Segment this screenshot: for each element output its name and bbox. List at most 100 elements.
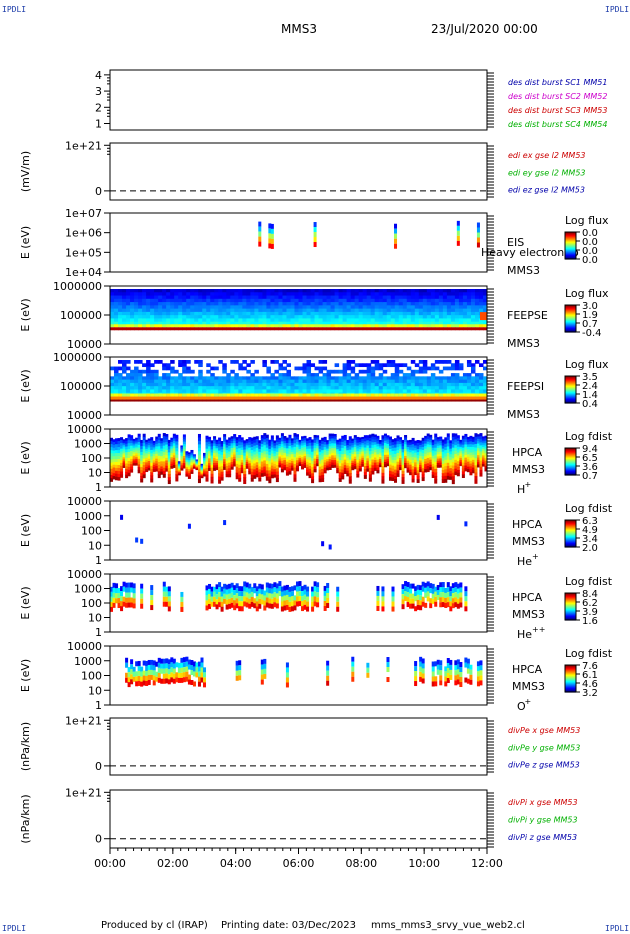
spectrogram-cell bbox=[120, 465, 124, 470]
spectrogram-cell bbox=[358, 369, 364, 374]
spectrogram-cell bbox=[442, 302, 448, 306]
spectrogram-cell bbox=[438, 379, 444, 384]
spectrogram-cell bbox=[110, 459, 114, 464]
spectrogram-cell bbox=[282, 386, 287, 390]
spectrogram-cell bbox=[126, 321, 131, 326]
spectrogram-cell bbox=[302, 295, 308, 300]
spectrogram-cell bbox=[248, 442, 252, 446]
spectrogram-cell bbox=[306, 467, 310, 471]
spectrogram-cell bbox=[478, 321, 484, 326]
spectrogram-cell bbox=[222, 379, 227, 384]
spectrogram-cell bbox=[378, 376, 384, 381]
spectrogram-cell bbox=[166, 292, 171, 297]
spectrogram-cell bbox=[197, 437, 201, 442]
spectrogram-cell bbox=[316, 441, 320, 445]
spectrogram-cell bbox=[342, 366, 348, 371]
spectrogram-cell bbox=[334, 379, 340, 384]
spectrogram-cell bbox=[132, 463, 136, 466]
spectrogram-cell bbox=[378, 445, 382, 449]
spectrogram-cell bbox=[419, 464, 423, 468]
spectrogram-cell bbox=[174, 327, 179, 331]
colorbar-cell bbox=[565, 384, 576, 386]
ion-charge-label: + bbox=[525, 480, 532, 489]
spectrogram-cell bbox=[118, 360, 123, 364]
spectrogram-cell bbox=[394, 469, 398, 474]
spectrogram-cell bbox=[187, 476, 191, 479]
spectrogram-cell bbox=[262, 292, 267, 297]
spectrogram-cell bbox=[414, 440, 418, 444]
spectrogram-cell bbox=[202, 474, 207, 477]
spectrogram-cell bbox=[396, 450, 400, 454]
spectrogram-cell bbox=[250, 315, 255, 319]
spectrogram-cell bbox=[458, 295, 464, 300]
spectrogram-cell bbox=[374, 321, 380, 326]
spectrogram-cell bbox=[240, 470, 244, 474]
spectrogram-cell bbox=[390, 289, 396, 293]
spectrogram-cell bbox=[398, 382, 404, 387]
spectrogram-cell bbox=[165, 468, 169, 472]
spectrogram-cell bbox=[390, 311, 396, 316]
spectrogram-cell bbox=[328, 466, 332, 470]
spectrogram-cell bbox=[303, 456, 307, 459]
spectrogram-cell bbox=[298, 382, 304, 387]
spectrogram-cell bbox=[342, 292, 348, 297]
spectrogram-cell bbox=[218, 479, 222, 484]
spectrogram-cell bbox=[202, 466, 207, 469]
spectrogram-cell bbox=[182, 292, 187, 297]
spectrogram-cell bbox=[152, 460, 156, 464]
spectrogram-cell bbox=[394, 479, 398, 483]
spectrogram-cell bbox=[117, 588, 121, 594]
spectrogram-cell bbox=[225, 444, 229, 449]
spectrogram-cell bbox=[298, 386, 304, 390]
spectrogram-cell bbox=[454, 324, 460, 328]
spectrogram-cell bbox=[461, 462, 465, 467]
spectrogram-cell bbox=[114, 311, 119, 316]
spectrogram-cell bbox=[373, 460, 377, 464]
spectrogram-cell bbox=[298, 596, 302, 602]
y-axis-label: E (eV) bbox=[19, 369, 32, 402]
spectrogram-cell bbox=[270, 462, 274, 467]
spectrogram-cell bbox=[294, 295, 299, 300]
spectrogram-cell bbox=[381, 459, 385, 464]
spectrogram-cell bbox=[478, 393, 484, 397]
spectrogram-cell bbox=[250, 308, 255, 313]
spectrogram-cell bbox=[177, 468, 181, 470]
spectrogram-cell bbox=[110, 478, 114, 482]
spectrogram-cell bbox=[356, 456, 360, 461]
spectrogram-cell bbox=[254, 311, 259, 316]
spectrogram-cell bbox=[370, 373, 376, 377]
spectrogram-cell bbox=[362, 315, 368, 319]
spectrogram-cell bbox=[409, 449, 413, 453]
spectrogram-cell bbox=[451, 458, 455, 463]
spectrogram-cell bbox=[469, 460, 473, 465]
spectrogram-cell bbox=[318, 399, 324, 402]
spectrogram-cell bbox=[430, 399, 436, 402]
spectrogram-cell bbox=[394, 366, 400, 371]
spectrogram-cell bbox=[152, 451, 156, 455]
spectrogram-cell bbox=[125, 460, 129, 465]
spectrogram-cell bbox=[274, 376, 279, 381]
spectrogram-cell bbox=[274, 292, 279, 297]
spectrogram-cell bbox=[346, 465, 350, 469]
spectrogram-cell bbox=[238, 454, 242, 459]
spectrogram-cell bbox=[220, 457, 224, 462]
spectrogram-cell bbox=[190, 463, 194, 466]
spectrogram-cell bbox=[311, 457, 315, 462]
spectrogram-cell bbox=[446, 452, 450, 457]
spectrogram-cell bbox=[382, 389, 388, 394]
spectrogram-cell bbox=[242, 295, 247, 300]
spectrogram-cell bbox=[262, 311, 267, 316]
spectrogram-cell bbox=[248, 460, 252, 464]
spectrogram-cell bbox=[146, 376, 151, 381]
spectrogram-cell bbox=[406, 440, 410, 444]
spectrogram-cell bbox=[147, 465, 151, 469]
spectrogram-cell bbox=[358, 376, 364, 381]
spectrogram-cell bbox=[228, 603, 232, 609]
spectrogram-cell bbox=[260, 452, 264, 457]
spectrogram-cell bbox=[446, 295, 452, 300]
spectrogram-cell bbox=[278, 591, 282, 597]
spectrogram-cell bbox=[182, 465, 186, 469]
spectrogram-cell bbox=[336, 467, 340, 471]
spectrogram-cell bbox=[195, 463, 199, 466]
y-tick-label: 1e+06 bbox=[65, 227, 102, 240]
